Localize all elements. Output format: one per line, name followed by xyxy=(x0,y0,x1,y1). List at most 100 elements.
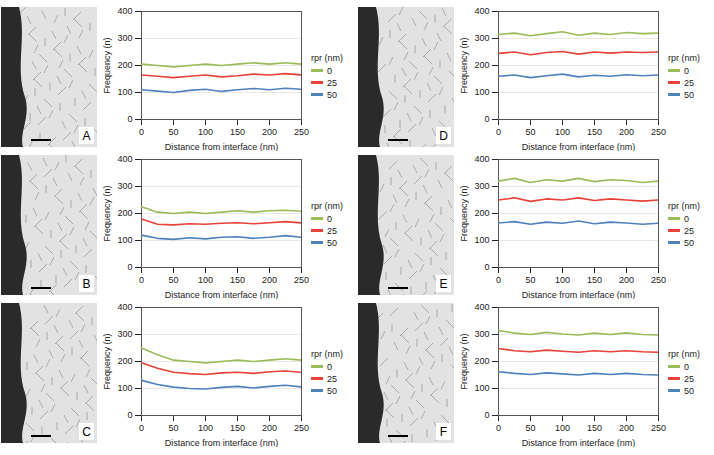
svg-text:Frequency (n): Frequency (n) xyxy=(459,185,469,241)
svg-text:250: 250 xyxy=(651,275,666,285)
svg-text:250: 250 xyxy=(294,127,309,137)
svg-text:300: 300 xyxy=(474,33,489,43)
html-text:50: 50 xyxy=(327,385,337,396)
svg-text:300: 300 xyxy=(474,329,489,339)
html-text:50: 50 xyxy=(684,89,694,100)
html-text:rpr (nm): rpr (nm) xyxy=(311,52,343,63)
svg-text:200: 200 xyxy=(474,208,489,218)
html-text:25: 25 xyxy=(684,77,694,88)
svg-text:400: 400 xyxy=(117,154,132,164)
svg-text:100: 100 xyxy=(555,423,570,433)
svg-text:400: 400 xyxy=(117,302,132,312)
svg-text:0: 0 xyxy=(484,114,489,124)
svg-text:400: 400 xyxy=(474,302,489,312)
svg-text:200: 200 xyxy=(262,275,277,285)
html-text:25: 25 xyxy=(327,77,337,88)
svg-text:150: 150 xyxy=(587,127,602,137)
html-text:25: 25 xyxy=(684,225,694,236)
svg-text:F: F xyxy=(440,425,447,439)
svg-text:300: 300 xyxy=(117,33,132,43)
svg-text:100: 100 xyxy=(555,127,570,137)
svg-text:200: 200 xyxy=(474,60,489,70)
html-text:rpr (nm): rpr (nm) xyxy=(311,200,343,211)
svg-text:Distance from interface (nm): Distance from interface (nm) xyxy=(165,142,279,152)
svg-text:200: 200 xyxy=(262,423,277,433)
svg-text:0: 0 xyxy=(127,114,132,124)
html-text:rpr (nm): rpr (nm) xyxy=(668,200,700,211)
svg-text:Distance from interface (nm): Distance from interface (nm) xyxy=(522,438,636,448)
svg-text:100: 100 xyxy=(198,275,213,285)
svg-text:Distance from interface (nm): Distance from interface (nm) xyxy=(522,142,636,152)
svg-text:0: 0 xyxy=(496,423,501,433)
svg-text:0: 0 xyxy=(139,275,144,285)
svg-text:300: 300 xyxy=(117,329,132,339)
svg-text:50: 50 xyxy=(168,423,178,433)
svg-text:0: 0 xyxy=(139,127,144,137)
svg-text:0: 0 xyxy=(139,423,144,433)
svg-text:250: 250 xyxy=(294,423,309,433)
svg-text:50: 50 xyxy=(525,423,535,433)
svg-text:C: C xyxy=(82,425,91,439)
svg-text:Frequency (n): Frequency (n) xyxy=(102,185,112,241)
svg-text:0: 0 xyxy=(127,262,132,272)
svg-text:0: 0 xyxy=(484,410,489,420)
svg-text:200: 200 xyxy=(474,356,489,366)
svg-text:150: 150 xyxy=(230,127,245,137)
svg-text:200: 200 xyxy=(619,275,634,285)
svg-text:200: 200 xyxy=(117,60,132,70)
svg-text:0: 0 xyxy=(496,127,501,137)
svg-text:0: 0 xyxy=(484,262,489,272)
svg-text:100: 100 xyxy=(474,235,489,245)
html-text:50: 50 xyxy=(684,237,694,248)
svg-text:100: 100 xyxy=(474,87,489,97)
svg-text:150: 150 xyxy=(587,423,602,433)
svg-text:Frequency (n): Frequency (n) xyxy=(102,333,112,389)
svg-text:Frequency (n): Frequency (n) xyxy=(102,37,112,93)
svg-text:200: 200 xyxy=(117,356,132,366)
svg-text:300: 300 xyxy=(117,181,132,191)
svg-text:200: 200 xyxy=(619,423,634,433)
svg-text:100: 100 xyxy=(474,383,489,393)
svg-text:150: 150 xyxy=(587,275,602,285)
html-text:rpr (nm): rpr (nm) xyxy=(668,348,700,359)
svg-text:200: 200 xyxy=(117,208,132,218)
html-text:50: 50 xyxy=(327,89,337,100)
svg-text:Frequency (n): Frequency (n) xyxy=(459,333,469,389)
svg-text:D: D xyxy=(439,129,448,143)
html-text:50: 50 xyxy=(327,237,337,248)
svg-text:250: 250 xyxy=(651,423,666,433)
svg-text:100: 100 xyxy=(117,235,132,245)
svg-text:100: 100 xyxy=(117,87,132,97)
svg-text:Distance from interface (nm): Distance from interface (nm) xyxy=(165,290,279,300)
svg-text:250: 250 xyxy=(651,127,666,137)
html-text:25: 25 xyxy=(327,373,337,384)
svg-text:250: 250 xyxy=(294,275,309,285)
svg-text:E: E xyxy=(439,277,447,291)
svg-text:0: 0 xyxy=(496,275,501,285)
svg-text:200: 200 xyxy=(262,127,277,137)
html-text:rpr (nm): rpr (nm) xyxy=(668,52,700,63)
svg-text:100: 100 xyxy=(555,275,570,285)
svg-text:100: 100 xyxy=(117,383,132,393)
svg-text:50: 50 xyxy=(525,127,535,137)
svg-text:A: A xyxy=(82,129,90,143)
svg-text:100: 100 xyxy=(198,127,213,137)
svg-text:0: 0 xyxy=(127,410,132,420)
svg-text:Distance from interface (nm): Distance from interface (nm) xyxy=(522,290,636,300)
svg-text:400: 400 xyxy=(474,6,489,16)
svg-text:400: 400 xyxy=(117,6,132,16)
svg-text:150: 150 xyxy=(230,275,245,285)
svg-text:50: 50 xyxy=(168,127,178,137)
svg-text:200: 200 xyxy=(619,127,634,137)
svg-text:150: 150 xyxy=(230,423,245,433)
html-text:25: 25 xyxy=(327,225,337,236)
svg-text:300: 300 xyxy=(474,181,489,191)
svg-text:B: B xyxy=(82,277,90,291)
svg-text:50: 50 xyxy=(525,275,535,285)
svg-text:Distance from interface (nm): Distance from interface (nm) xyxy=(165,438,279,448)
svg-text:Frequency (n): Frequency (n) xyxy=(459,37,469,93)
svg-text:400: 400 xyxy=(474,154,489,164)
html-text:rpr (nm): rpr (nm) xyxy=(311,348,343,359)
svg-text:50: 50 xyxy=(168,275,178,285)
svg-text:100: 100 xyxy=(198,423,213,433)
